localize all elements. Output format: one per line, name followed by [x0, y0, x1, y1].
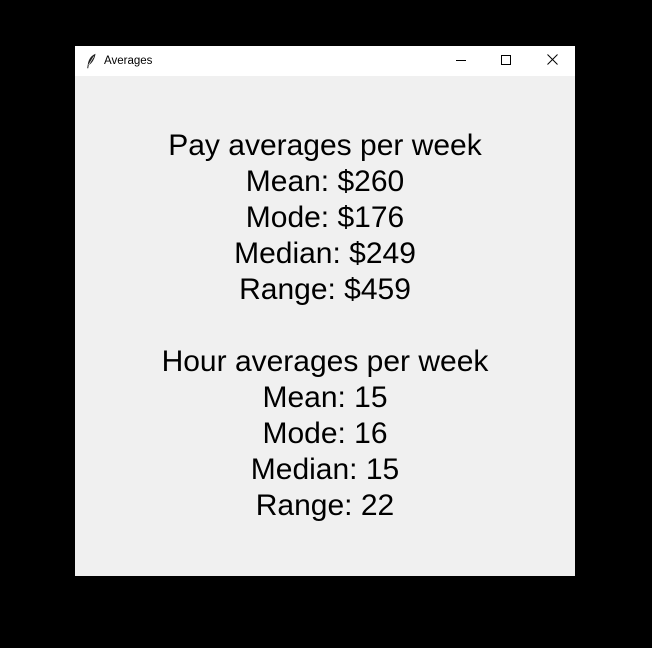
pay-mean: Mean: $260 [245, 165, 405, 198]
hours-mean: Mean: 15 [262, 381, 388, 414]
hours-mode: Mode: 16 [262, 417, 388, 450]
close-button[interactable] [529, 46, 575, 76]
hours-range: Range: 22 [255, 489, 395, 522]
pay-range: Range: $459 [239, 273, 411, 306]
pay-heading: Pay averages per week [168, 129, 482, 162]
hours-median: Median: 15 [250, 453, 400, 486]
window-title: Averages [104, 55, 153, 67]
pay-mode: Mode: $176 [245, 201, 405, 234]
title-bar[interactable]: Averages [75, 46, 575, 76]
minimize-icon [456, 52, 466, 70]
pay-median: Median: $249 [234, 237, 416, 270]
averages-content: Pay averages per week Mean: $260 Mode: $… [75, 76, 575, 576]
maximize-icon [501, 52, 511, 70]
maximize-button[interactable] [483, 46, 529, 76]
hours-heading: Hour averages per week [161, 345, 489, 378]
averages-window: Averages Pay averages per week Mean: $26… [75, 46, 575, 576]
minimize-button[interactable] [438, 46, 484, 76]
close-icon [546, 52, 558, 70]
feather-icon [85, 53, 97, 69]
